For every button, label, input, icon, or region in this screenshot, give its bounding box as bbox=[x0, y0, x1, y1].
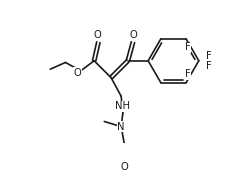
Text: O: O bbox=[129, 30, 137, 40]
Text: O: O bbox=[94, 30, 102, 40]
Text: N: N bbox=[117, 122, 125, 132]
Text: F: F bbox=[206, 61, 212, 71]
Text: F: F bbox=[185, 69, 191, 79]
Text: F: F bbox=[206, 51, 212, 61]
Text: O: O bbox=[73, 67, 81, 78]
Text: NH: NH bbox=[115, 101, 130, 111]
Text: O: O bbox=[121, 162, 128, 170]
Text: F: F bbox=[185, 42, 191, 52]
